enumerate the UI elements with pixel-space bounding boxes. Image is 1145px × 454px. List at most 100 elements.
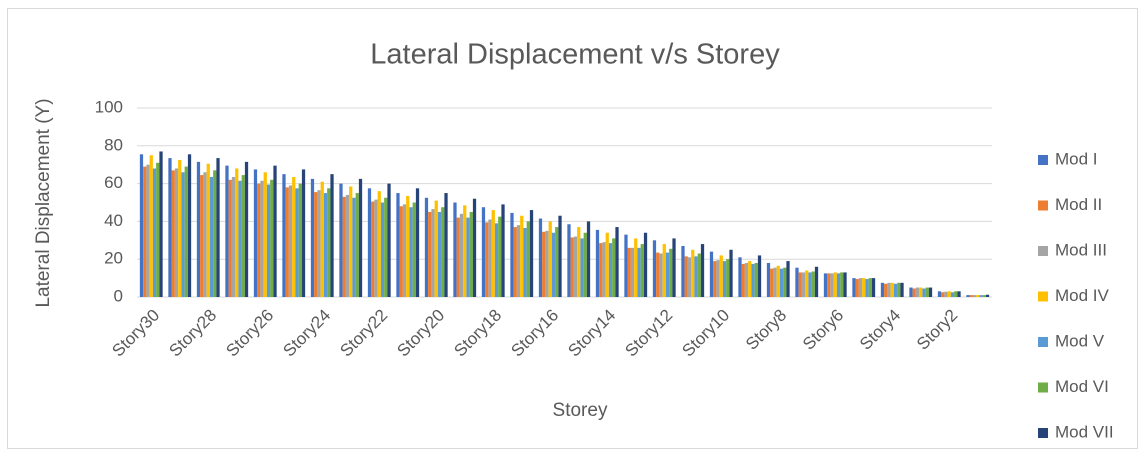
bar: [840, 272, 844, 297]
bar: [310, 178, 315, 297]
bar: [171, 170, 175, 297]
bar: [801, 272, 806, 297]
bar: [795, 267, 799, 297]
bar: [941, 292, 945, 297]
bar: [567, 224, 571, 297]
y-tick-label: 40: [104, 211, 123, 230]
bar: [463, 205, 467, 297]
bar: [339, 183, 343, 297]
legend-label: Mod I: [1055, 149, 1098, 168]
bar: [200, 175, 204, 297]
y-axis-label: Lateral Displacement (Y): [33, 98, 54, 307]
bar: [814, 266, 819, 297]
y-tick-label: 20: [104, 249, 123, 268]
bar: [184, 166, 188, 297]
bar: [143, 166, 147, 297]
bar: [833, 272, 837, 297]
bar: [288, 185, 293, 297]
bar: [665, 252, 670, 297]
bar: [513, 227, 517, 297]
bar: [206, 163, 210, 297]
bar: [944, 291, 948, 297]
bar: [630, 247, 635, 297]
legend-swatch: [1038, 246, 1048, 256]
x-axis-label: Storey: [553, 400, 608, 421]
bar: [890, 282, 894, 297]
bar: [805, 270, 809, 297]
bar: [548, 221, 552, 297]
bar: [627, 247, 631, 297]
bar: [744, 262, 749, 297]
bar: [209, 176, 214, 297]
bar: [327, 188, 331, 297]
bar: [396, 193, 400, 297]
bar: [412, 202, 416, 297]
bar: [868, 278, 872, 297]
bar: [713, 261, 717, 297]
bar: [428, 211, 432, 297]
bar: [599, 243, 603, 297]
bar: [481, 207, 486, 297]
bar: [893, 283, 898, 297]
bar: [459, 213, 464, 297]
bar: [954, 291, 958, 297]
bar: [453, 202, 457, 297]
bar: [580, 238, 584, 297]
bar: [520, 215, 524, 297]
bar: [285, 187, 289, 297]
bar: [915, 287, 920, 297]
bar: [928, 287, 933, 297]
bar: [669, 248, 673, 297]
bar: [257, 183, 261, 297]
bar: [887, 282, 891, 297]
bar: [523, 228, 527, 297]
legend-swatch: [1038, 200, 1048, 211]
bar: [235, 168, 239, 297]
bar: [602, 242, 606, 297]
bar: [577, 227, 581, 297]
bar: [444, 193, 448, 297]
bar: [687, 257, 692, 297]
bar: [637, 247, 641, 297]
bar: [748, 261, 752, 297]
bar: [976, 295, 980, 297]
bar: [694, 256, 698, 297]
bar: [367, 188, 372, 297]
bar: [320, 181, 324, 297]
bar: [174, 168, 179, 297]
bar: [317, 190, 321, 297]
chart-title: Lateral Displacement v/s Storey: [370, 39, 780, 71]
bar: [716, 260, 720, 297]
bar: [424, 197, 429, 297]
bar: [409, 207, 413, 297]
bar: [798, 272, 802, 297]
bar: [526, 221, 530, 297]
bar: [431, 209, 435, 297]
bar: [640, 244, 644, 297]
bar: [399, 206, 403, 297]
y-tick-label: 60: [104, 173, 123, 192]
bar: [783, 267, 787, 297]
bar: [558, 215, 562, 297]
bar: [634, 238, 638, 297]
bar: [441, 207, 445, 297]
bar: [469, 211, 473, 297]
bar: [270, 179, 274, 297]
bar: [586, 221, 591, 297]
bar: [538, 218, 543, 297]
bar: [488, 219, 492, 297]
bar: [216, 158, 220, 297]
bar: [225, 165, 229, 297]
bar: [402, 204, 407, 297]
bar: [358, 178, 363, 297]
bar: [982, 295, 986, 297]
bar: [880, 282, 885, 297]
bar: [830, 273, 834, 297]
bar: [897, 282, 901, 297]
bar: [852, 278, 856, 297]
bar: [139, 154, 144, 297]
bar: [855, 279, 859, 297]
bar: [779, 268, 784, 297]
bar: [719, 255, 723, 297]
legend-label: Mod VI: [1055, 377, 1109, 396]
